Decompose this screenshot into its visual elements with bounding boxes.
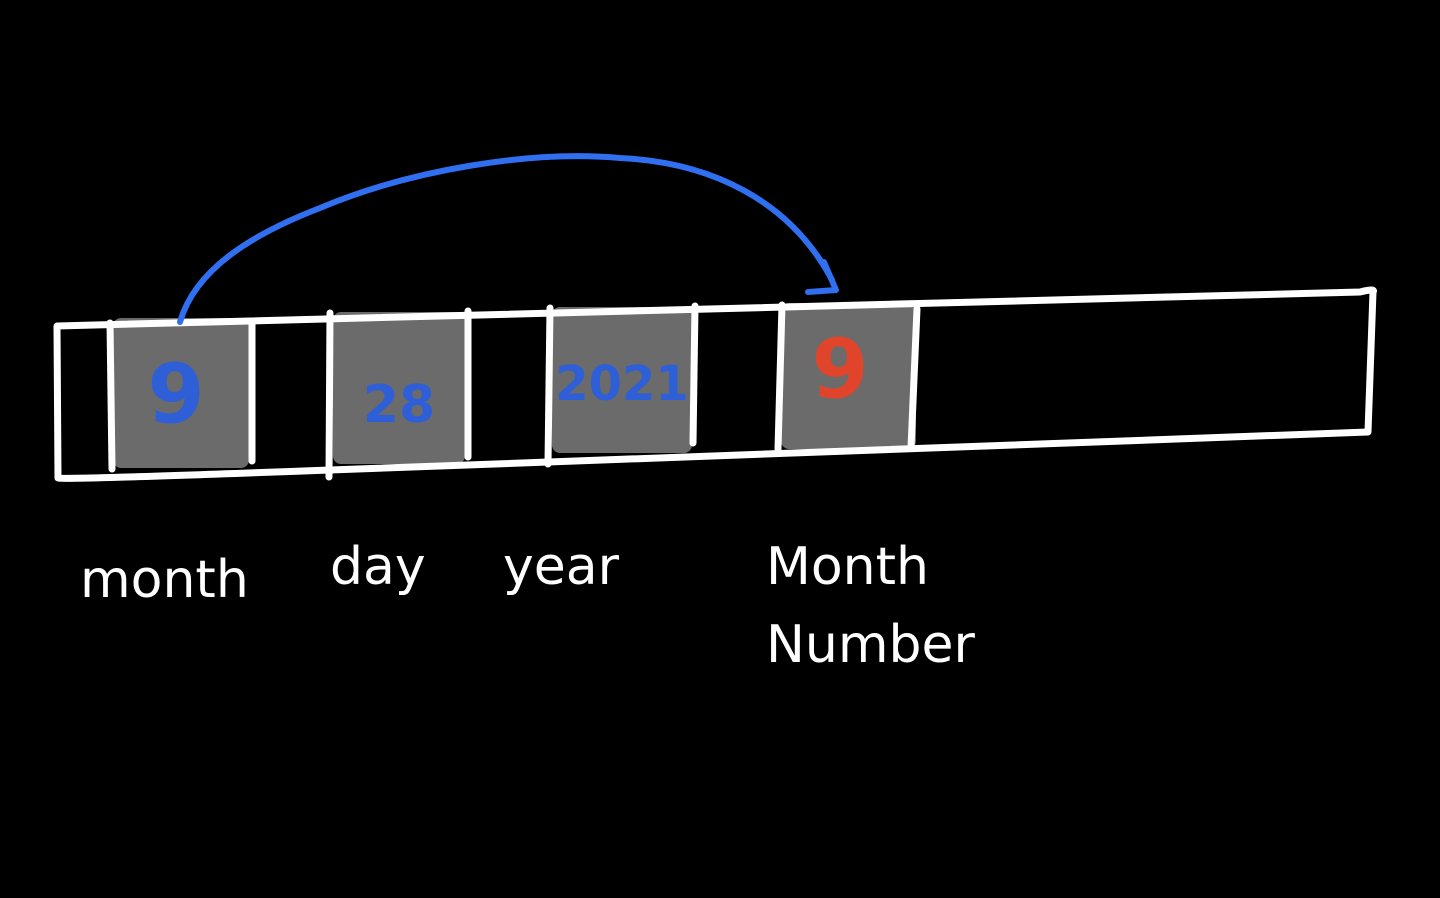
divider-line (106, 319, 116, 473)
divider-line (325, 309, 334, 481)
arrowhead-icon (805, 259, 839, 295)
divider-line (907, 305, 921, 452)
copy-arrow (177, 153, 835, 325)
cell-value-year: 2021 (555, 356, 689, 412)
cell-value-month: 9 (147, 347, 204, 442)
memory-strip-outline (53, 286, 1377, 482)
label-year: year (503, 537, 620, 597)
cell-value-month-number: 9 (811, 322, 868, 417)
cell-value-day: 28 (363, 375, 435, 435)
label-month: month (80, 550, 249, 610)
cell-day-fill (333, 312, 465, 464)
divider-line (774, 301, 786, 453)
cell-year-fill (552, 307, 692, 453)
label-month-number-line2: Number (766, 615, 976, 675)
divider-line (544, 304, 554, 468)
cell-month-number-fill (781, 303, 916, 449)
label-month-number-line1: Month (766, 537, 929, 597)
label-day: day (330, 537, 426, 597)
cell-month-fill (113, 318, 249, 468)
divider-line (689, 302, 699, 447)
